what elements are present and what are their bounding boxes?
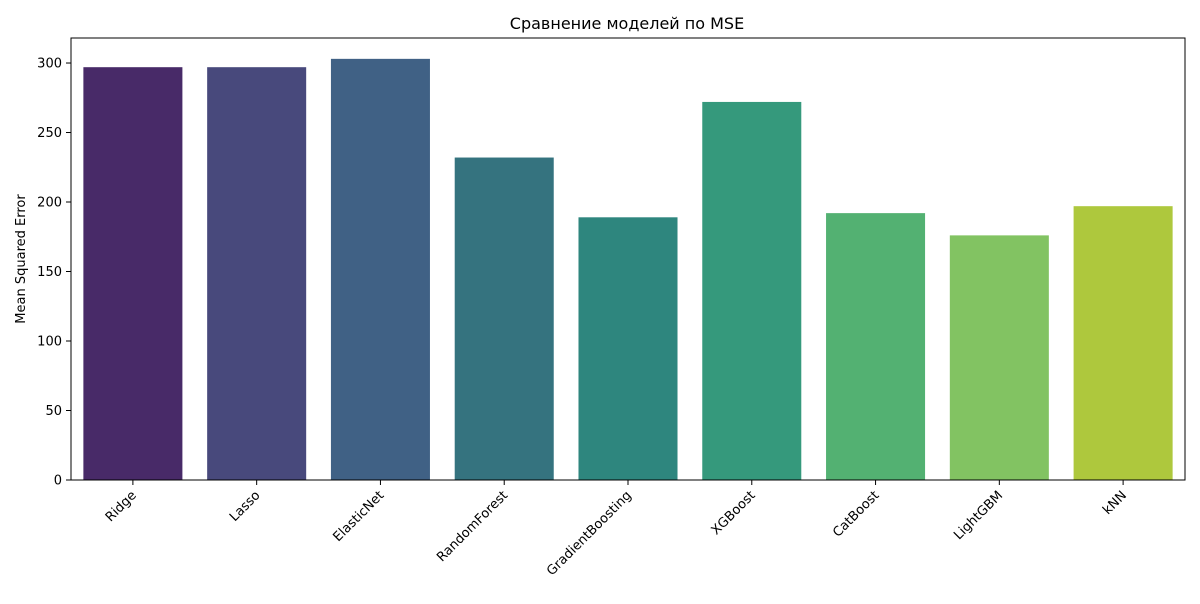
x-tick-label: ElasticNet bbox=[331, 488, 388, 545]
bar-knn bbox=[1073, 206, 1173, 481]
y-tick-label: 0 bbox=[54, 474, 62, 489]
bar-gradientboosting bbox=[578, 217, 678, 480]
y-axis-ticks: 0 50 100 150 200 250 300 bbox=[37, 57, 71, 489]
bar-lightgbm bbox=[949, 235, 1049, 480]
y-tick-label: 150 bbox=[37, 265, 62, 280]
x-tick-label: Lasso bbox=[227, 488, 264, 525]
bar-ridge bbox=[83, 67, 183, 480]
plot-frame bbox=[70, 37, 1186, 481]
y-axis-label: Mean Squared Error bbox=[14, 194, 29, 324]
x-tick-label: XGBoost bbox=[709, 488, 759, 538]
x-tick-label: Ridge bbox=[103, 488, 140, 525]
x-axis-ticks: Ridge Lasso ElasticNet RandomForest Gradient… bbox=[103, 480, 1130, 579]
y-tick-label: 200 bbox=[37, 196, 62, 211]
bars-layer bbox=[83, 58, 1173, 481]
x-tick-label: CatBoost bbox=[830, 488, 882, 540]
y-tick-label: 250 bbox=[37, 126, 62, 141]
bar-randomforest bbox=[454, 157, 554, 480]
x-tick-label: kNN bbox=[1100, 488, 1130, 518]
chart-title: Сравнение моделей по MSE bbox=[510, 14, 744, 33]
x-tick-label: RandomForest bbox=[434, 488, 511, 565]
y-tick-label: 300 bbox=[37, 57, 62, 72]
x-tick-label: GradientBoosting bbox=[544, 488, 635, 579]
bar-elasticnet bbox=[330, 58, 430, 480]
bar-xgboost bbox=[702, 101, 802, 480]
x-tick-label: LightGBM bbox=[951, 488, 1006, 543]
y-tick-label: 50 bbox=[45, 404, 62, 419]
bar-catboost bbox=[826, 213, 926, 480]
bar-lasso bbox=[207, 67, 307, 480]
y-tick-label: 100 bbox=[37, 335, 62, 350]
